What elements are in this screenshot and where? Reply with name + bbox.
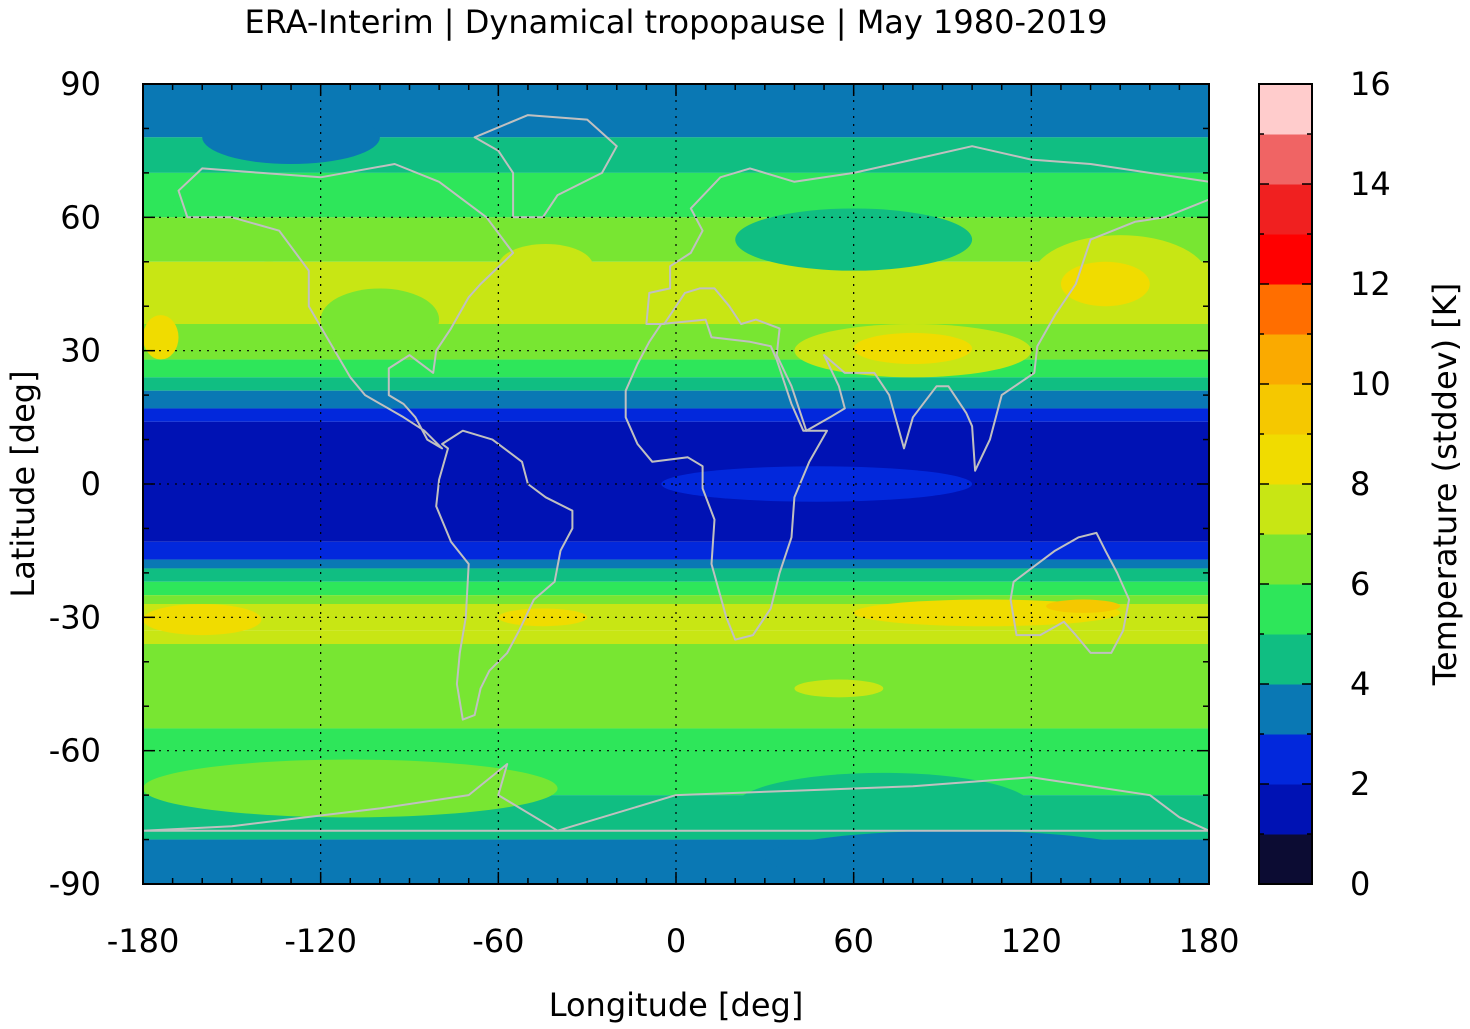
y-tick-label: 90 <box>60 65 101 103</box>
colorbar-swatch <box>1259 634 1312 685</box>
colorbar-tick-label: 0 <box>1350 865 1370 903</box>
colorbar-swatch <box>1259 734 1312 785</box>
heatmap-region <box>735 772 1032 840</box>
x-axis-label: Longitude [deg] <box>549 986 804 1024</box>
colorbar-ticks <box>1259 83 1312 885</box>
y-tick-label: -90 <box>49 865 101 903</box>
x-tick-label: -180 <box>107 922 180 960</box>
y-axis-label: Latitude [deg] <box>4 370 42 597</box>
heatmap-region <box>853 332 973 365</box>
colorbar-swatch <box>1259 784 1312 835</box>
y-tick-label: 0 <box>81 465 101 503</box>
coastline-path <box>624 318 828 641</box>
heatmap-region <box>143 604 262 636</box>
colorbar-tick-label: 6 <box>1350 565 1370 603</box>
colorbar-swatch <box>1259 534 1312 585</box>
colorbar-swatch <box>1259 434 1312 485</box>
heatmap-region <box>143 172 676 218</box>
colorbar-tick-label: 16 <box>1350 65 1391 103</box>
heatmap-band <box>143 644 1209 729</box>
colorbar-swatch <box>1259 834 1312 885</box>
x-tick-label: 180 <box>1178 922 1239 960</box>
colorbar-tick-label: 8 <box>1350 465 1370 503</box>
y-tick-labels: 90 60 30 0 -30 -60 -90 <box>49 65 101 903</box>
heatmap-region <box>320 288 440 351</box>
heatmap-region <box>1060 261 1150 307</box>
heatmap-band <box>143 541 1209 560</box>
heatmap-region <box>794 679 884 698</box>
heatmap-region <box>764 830 1150 884</box>
colorbar-swatch <box>1259 134 1312 185</box>
coastline-path <box>645 145 1209 472</box>
heatmap-band <box>143 217 1209 262</box>
heatmap-region <box>498 608 588 627</box>
x-tick-label: 120 <box>1001 922 1062 960</box>
colorbar-swatch <box>1259 284 1312 335</box>
colorbar <box>1259 84 1312 885</box>
heatmap-region <box>143 315 179 360</box>
colorbar-tick-labels: 0 2 4 6 8 10 12 14 16 <box>1350 65 1391 903</box>
heatmap-region <box>498 244 594 289</box>
colorbar-swatch <box>1259 684 1312 735</box>
colorbar-tick-label: 2 <box>1350 765 1370 803</box>
y-tick-label: -60 <box>49 732 101 770</box>
coastline-path <box>473 114 618 219</box>
colorbar-swatch <box>1259 584 1312 635</box>
x-tick-label: -120 <box>284 922 357 960</box>
colorbar-tick-label: 14 <box>1350 165 1391 203</box>
x-tick-labels: -180 -120 -60 0 60 120 180 <box>107 922 1240 960</box>
colorbar-tick-label: 12 <box>1350 265 1391 303</box>
grid <box>143 84 1209 884</box>
coastline-path <box>143 763 1209 832</box>
heatmap-band <box>143 377 1209 391</box>
coastline-path <box>177 163 515 450</box>
coastline-path <box>1009 531 1131 654</box>
x-tick-label: -60 <box>472 922 524 960</box>
y-tick-label: 60 <box>60 198 101 236</box>
x-tick-label: 60 <box>833 922 874 960</box>
colorbar-label: Temperature (stddev) [K] <box>1426 283 1464 686</box>
heatmap-band <box>143 390 1209 409</box>
x-tick-label: 0 <box>666 922 686 960</box>
axis-ticks <box>142 83 1210 885</box>
colorbar-swatch <box>1259 484 1312 535</box>
colorbar-tick-label: 10 <box>1350 365 1391 403</box>
y-tick-label: -30 <box>49 598 101 636</box>
heatmap-region <box>202 110 380 164</box>
heatmap-region <box>735 208 973 271</box>
y-tick-label: 30 <box>60 332 101 370</box>
coastlines <box>143 114 1209 832</box>
heatmap-region <box>231 261 306 316</box>
colorbar-swatch <box>1259 334 1312 385</box>
colorbar-swatch <box>1259 84 1312 135</box>
colorbar-swatch <box>1259 184 1312 235</box>
heatmap-band <box>143 568 1209 582</box>
colorbar-tick-label: 4 <box>1350 665 1370 703</box>
heatmap-region <box>143 759 558 818</box>
colorbar-swatch <box>1259 234 1312 285</box>
chart-title: ERA-Interim | Dynamical tropopause | May… <box>245 3 1108 41</box>
heatmap-band <box>143 359 1209 378</box>
heatmap-region <box>1046 599 1121 613</box>
heatmap-band <box>143 595 1209 604</box>
colorbar-swatch <box>1259 384 1312 435</box>
heatmap-band <box>143 408 1209 422</box>
